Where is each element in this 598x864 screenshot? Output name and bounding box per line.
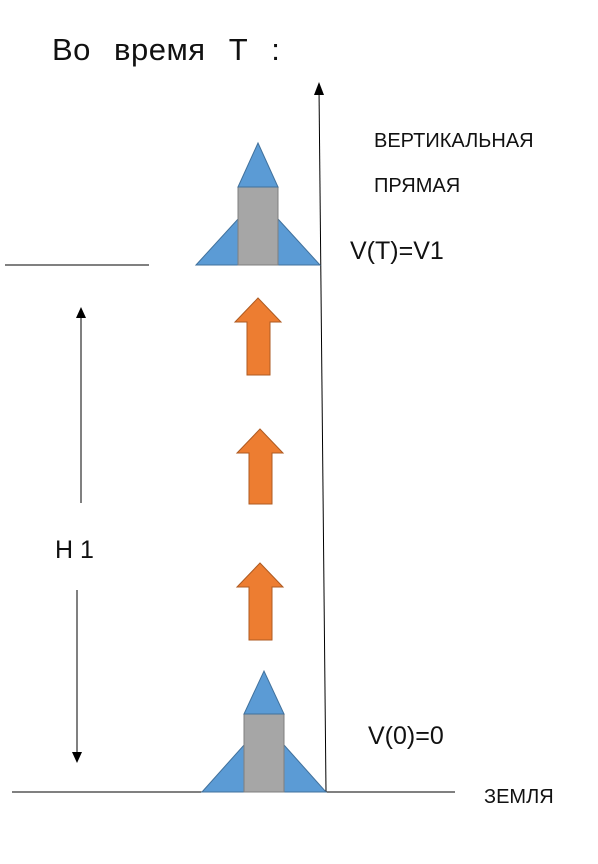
height-arrow-up-head — [76, 307, 86, 318]
rocket-icon — [194, 141, 322, 266]
height-label: H 1 — [55, 536, 94, 564]
ground-label: ЗЕМЛЯ — [484, 786, 554, 808]
rocket-bottom-left-fin — [200, 743, 245, 793]
rocket-top-body — [237, 186, 279, 266]
rocket-top-right-fin — [277, 217, 322, 266]
up-arrow-icon — [235, 562, 285, 641]
rocket-bottom-right-fin — [283, 743, 328, 793]
vertical-line-label-line2: ПРЯМАЯ — [374, 175, 461, 197]
diagram-title: Во время Т : — [52, 32, 281, 67]
rocket-top-left-fin — [194, 217, 239, 266]
rocket-bottom-body — [243, 713, 285, 793]
thrust-arrow-1 — [233, 297, 283, 376]
up-arrow-icon — [235, 428, 285, 505]
height-arrow-down-head — [72, 752, 82, 763]
vertical-axis-arrowhead — [314, 82, 324, 95]
vertical-line-label-line1: ВЕРТИКАЛЬНАЯ — [374, 130, 534, 152]
up-arrow-icon — [233, 297, 283, 376]
rocket-bottom-nose — [243, 669, 285, 715]
thrust-arrow-2 — [235, 428, 285, 505]
velocity-top-label: V(T)=V1 — [350, 237, 444, 265]
rocket-icon — [200, 669, 328, 793]
rocket-top-nose — [237, 141, 279, 188]
velocity-bottom-label: V(0)=0 — [368, 722, 444, 750]
vertical-axis — [318, 87, 327, 793]
thrust-arrow-3 — [235, 562, 285, 641]
